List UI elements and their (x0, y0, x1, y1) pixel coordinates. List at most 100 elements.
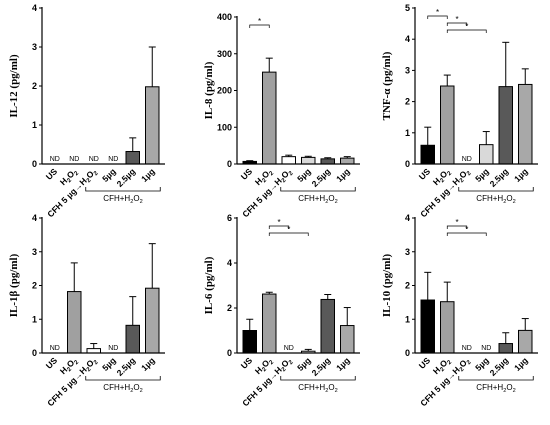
y-tick-label: 2 (405, 97, 410, 107)
category-label-5: 1µg (334, 355, 352, 373)
y-tick-label: 2 (405, 281, 410, 291)
significance-star-1: * (455, 15, 458, 24)
nd-label-0: ND (50, 345, 60, 352)
category-label-4: 2.5µg (115, 166, 138, 189)
group-label: CFH+H2O2 (103, 194, 142, 205)
nd-label-3: ND (108, 156, 118, 163)
group-label: CFH+H2O2 (298, 194, 337, 205)
y-axis-label: IL-1β (pg/ml) (8, 253, 20, 317)
nd-label-2: ND (284, 345, 294, 352)
bar-0 (420, 144, 435, 165)
significance-bracket-0 (446, 225, 468, 229)
bar-5 (145, 287, 160, 354)
y-tick-label: 1 (405, 314, 410, 324)
group-label: CFH+H2O2 (476, 383, 515, 394)
bar-1 (67, 291, 82, 354)
y-tick-label: 0 (227, 159, 232, 169)
bar-5 (145, 86, 160, 165)
significance-bracket-1 (446, 22, 468, 26)
group-bracket (458, 376, 534, 381)
category-label-0: US (44, 166, 60, 182)
nd-label-2: ND (462, 345, 472, 352)
y-tick-label: 400 (217, 12, 232, 22)
bar-1 (440, 85, 455, 165)
y-axis-label: IL-6 (pg/ml) (203, 256, 215, 314)
nd-label-2: ND (462, 156, 472, 163)
y-tick-label: 0 (227, 348, 232, 358)
y-tick-label: 4 (405, 213, 410, 223)
group-label: CFH+H2O2 (476, 194, 515, 205)
significance-bracket-0 (249, 24, 270, 28)
category-label-5: 1µg (139, 355, 157, 373)
group-bracket (280, 187, 356, 192)
significance-star-1: * (465, 225, 468, 234)
bar-1 (440, 301, 455, 354)
group-bracket (458, 187, 534, 192)
significance-star-0: * (455, 218, 458, 227)
y-axis-label: TNF-α (pg/ml) (381, 51, 393, 120)
category-label-4: 2.5µg (310, 166, 333, 189)
bar-4 (125, 324, 140, 354)
bar-5 (518, 329, 533, 354)
bar-3 (301, 156, 316, 165)
nd-label-0: ND (50, 156, 60, 163)
y-tick-label: 2 (32, 281, 37, 291)
significance-star-0: * (436, 8, 439, 17)
y-tick-label: 2 (32, 81, 37, 91)
y-tick-label: 0 (32, 348, 37, 358)
bar-1 (262, 293, 277, 354)
significance-star-1: * (287, 225, 290, 234)
y-tick-label: 1 (32, 120, 37, 130)
y-axis-label: IL-8 (pg/ml) (203, 61, 215, 119)
y-tick-label: 300 (217, 49, 232, 59)
bar-0 (420, 299, 435, 354)
category-label-0: US (239, 166, 255, 182)
bar-4 (125, 151, 140, 165)
y-axis-label: IL-10 (pg/ml) (381, 254, 393, 318)
bar-4 (498, 86, 513, 165)
y-tick-label: 100 (217, 122, 232, 132)
category-label-5: 1µg (512, 166, 530, 184)
bar-1 (262, 71, 277, 165)
y-tick-label: 200 (217, 86, 232, 96)
bar-4 (498, 343, 513, 354)
bar-2 (86, 348, 101, 354)
category-label-4: 2.5µg (310, 355, 333, 378)
bar-5 (518, 83, 533, 165)
group-bracket (280, 376, 356, 381)
bar-0 (242, 330, 257, 354)
bar-5 (340, 325, 355, 354)
group-label: CFH+H2O2 (298, 383, 337, 394)
y-tick-label: 4 (405, 34, 410, 44)
category-label-5: 1µg (139, 166, 157, 184)
significance-bracket-0 (268, 225, 290, 229)
category-label-0: US (44, 355, 60, 371)
y-tick-label: 1 (32, 314, 37, 324)
category-label-4: 2.5µg (115, 355, 138, 378)
y-tick-label: 3 (32, 42, 37, 52)
nd-label-3: ND (108, 345, 118, 352)
group-bracket (85, 187, 161, 192)
category-label-5: 1µg (512, 355, 530, 373)
nd-label-2: ND (89, 156, 99, 163)
y-tick-label: 6 (227, 213, 232, 223)
y-tick-label: 0 (405, 159, 410, 169)
category-label-0: US (417, 355, 433, 371)
significance-bracket-1 (268, 232, 309, 236)
y-tick-label: 3 (405, 247, 410, 257)
group-bracket (85, 376, 161, 381)
significance-bracket-2 (446, 29, 487, 33)
y-tick-label: 1 (405, 128, 410, 138)
category-label-4: 2.5µg (488, 355, 511, 378)
significance-star-0: * (258, 17, 261, 26)
y-tick-label: 5 (405, 3, 410, 13)
y-axis-label: IL-12 (pg/ml) (8, 54, 20, 118)
significance-bracket-0 (427, 15, 448, 19)
